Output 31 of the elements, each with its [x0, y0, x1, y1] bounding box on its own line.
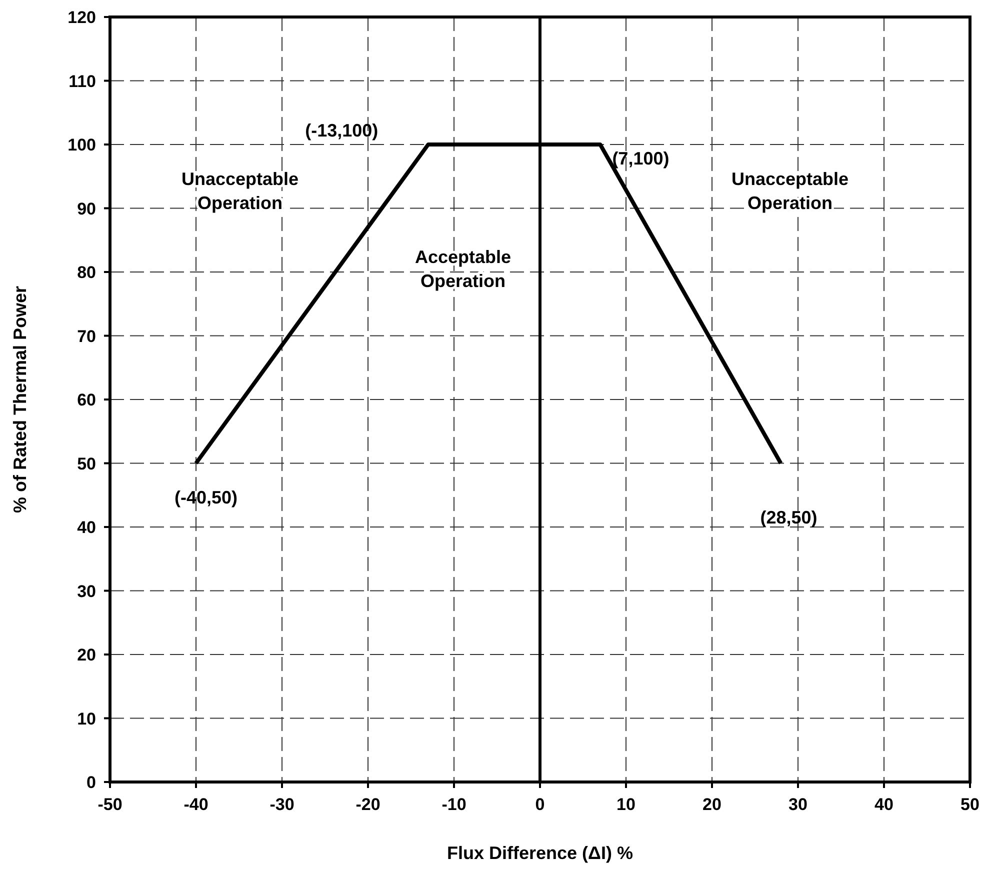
x-tick-label: -40 [184, 795, 208, 814]
x-axis-title: Flux Difference (ΔI) % [447, 843, 633, 863]
y-tick-label: 40 [77, 518, 96, 537]
y-tick-label: 80 [77, 263, 96, 282]
annotation: (28,50) [760, 507, 818, 528]
x-tick-label: 50 [960, 795, 980, 814]
annotation: (7,100) [612, 148, 670, 168]
x-tick-label: 30 [788, 795, 808, 814]
y-tick-label: 110 [68, 72, 96, 91]
x-tick-label: -50 [98, 795, 122, 814]
x-tick-label: 40 [874, 795, 894, 814]
x-tick-label: -10 [442, 795, 466, 814]
y-tick-label: 70 [77, 326, 96, 346]
x-tick-label: -20 [356, 795, 380, 814]
annotation: (-13,100) [305, 120, 378, 140]
y-tick-label: 50 [77, 454, 96, 474]
x-tick-label: -30 [270, 795, 294, 814]
y-tick-label: 120 [68, 8, 96, 27]
annotation: (-40,50) [174, 487, 238, 508]
y-axis-title: % of Rated Thermal Power [10, 286, 30, 514]
x-tick-label: 10 [616, 795, 636, 814]
y-tick-label: 60 [77, 390, 96, 410]
y-tick-label: 90 [77, 199, 96, 218]
annotation: Unacceptable Operation [181, 169, 299, 213]
y-tick-label: 0 [86, 773, 96, 792]
x-tick-label: 0 [535, 795, 545, 814]
y-tick-label: 10 [77, 709, 96, 728]
y-tick-label: 20 [77, 646, 96, 664]
x-tick-label: 20 [702, 795, 722, 814]
y-tick-label: 30 [77, 582, 96, 601]
y-tick-label: 100 [68, 136, 96, 154]
